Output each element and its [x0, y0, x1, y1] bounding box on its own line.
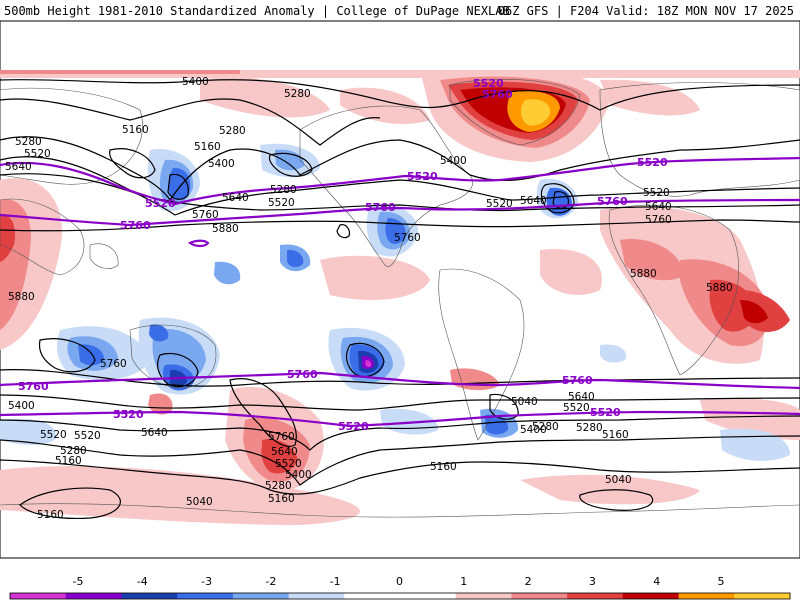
contour-label: 5520	[275, 458, 302, 470]
contour-label: 5760	[192, 209, 219, 221]
contour-label: 5400	[440, 155, 467, 167]
colorbar-tick-label: -5	[73, 575, 84, 588]
colorbar-tick-label: -3	[201, 575, 212, 588]
purple-contour-label: 5520	[473, 77, 504, 90]
contour-label: 5520	[24, 148, 51, 160]
contour-label: 5520	[486, 198, 513, 210]
contour-label: 5280	[532, 421, 559, 433]
colorbar-segment	[121, 593, 178, 599]
colorbar-tick-label: 0	[396, 575, 403, 588]
colorbar-tick-label: -2	[265, 575, 276, 588]
contour-label: 5400	[208, 158, 235, 170]
contour-label: 5280	[284, 88, 311, 100]
contour-label: 5400	[182, 76, 209, 88]
coastlines	[0, 79, 800, 518]
purple-contour-label: 5520	[113, 408, 144, 421]
contour-label: 5280	[270, 184, 297, 196]
contour-label: 5280	[219, 125, 246, 137]
colorbar-segment	[344, 593, 401, 599]
colorbar-segment	[455, 593, 512, 599]
contour-label: 5040	[186, 496, 213, 508]
contour-label: 5280	[576, 422, 603, 434]
colorbar-segment	[10, 593, 67, 599]
contour-label: 5640	[222, 192, 249, 204]
colorbar-tick-label: -1	[330, 575, 341, 588]
colorbar-segment	[177, 593, 234, 599]
colorbar: -5 -4 -3 -2 -1 0 1 2 3 4 5	[9, 575, 791, 600]
colorbar-tick-label: 3	[589, 575, 596, 588]
contour-label: 5400	[285, 469, 312, 481]
colorbar-segment	[232, 593, 290, 599]
contour-label: 5760	[394, 232, 421, 244]
purple-contour-label: 5520	[338, 420, 369, 433]
contour-label: 5880	[212, 223, 239, 235]
contour-label: 5880	[8, 291, 35, 303]
contour-labels: 5400 5280 5160 5280 5520 5640 5160 5280 …	[5, 76, 733, 521]
contour-label: 5760	[100, 358, 127, 370]
contour-label: 5760	[268, 431, 295, 443]
purple-contour-label: 5760	[562, 374, 593, 387]
contour-label: 5160	[122, 124, 149, 136]
contour-label: 5520	[40, 429, 67, 441]
contour-label: 5520	[268, 197, 295, 209]
run-info: 06Z GFS | F204 Valid: 18Z MON NOV 17 202…	[497, 4, 794, 18]
purple-contour-label: 5520	[145, 197, 176, 210]
purple-contour-label: 5520	[407, 170, 438, 183]
contour-label: 5880	[630, 268, 657, 280]
colorbar-segment	[511, 593, 568, 599]
contour-label: 5400	[8, 400, 35, 412]
purple-contour-label: 5760	[120, 219, 151, 232]
colorbar-segment	[734, 593, 791, 599]
contour-label: 5640	[141, 427, 168, 439]
contour-label: 5040	[511, 396, 538, 408]
colorbar-segment	[65, 593, 122, 599]
contour-label: 5040	[605, 474, 632, 486]
purple-contour-label: 5520	[590, 406, 621, 419]
colorbar-segment	[400, 593, 457, 599]
colorbar-segment	[678, 593, 735, 599]
contour-label: 5160	[268, 493, 295, 505]
contour-label: 5880	[706, 282, 733, 294]
purple-contour-label: 5760	[482, 88, 513, 101]
colorbar-segment	[288, 593, 345, 599]
colorbar-outline	[9, 592, 791, 600]
purple-contour-label: 5760	[287, 368, 318, 381]
colorbar-segment	[567, 593, 624, 599]
contour-label: 5760	[645, 214, 672, 226]
contour-label: 5160	[55, 455, 82, 467]
colorbar-tick-label: -4	[137, 575, 148, 588]
purple-contour-label: 5760	[18, 380, 49, 393]
colorbar-tick-label: 5	[718, 575, 725, 588]
contour-label: 5280	[15, 136, 42, 148]
colorbar-segment	[622, 593, 680, 599]
contour-label: 5640	[568, 391, 595, 403]
contour-label: 5640	[520, 195, 547, 207]
contour-label: 5640	[645, 201, 672, 213]
contour-label: 5640	[5, 161, 32, 173]
contour-label: 5520	[643, 187, 670, 199]
contour-label: 5400	[520, 424, 547, 436]
contour-label: 5520	[74, 430, 101, 442]
purple-contour-label: 5760	[597, 195, 628, 208]
colorbar-tick-label: 2	[525, 575, 532, 588]
contour-label: 5160	[602, 429, 629, 441]
colorbar-tick-label: 4	[653, 575, 660, 588]
anomaly-shading	[0, 70, 800, 525]
purple-contour-label: 5520	[637, 156, 668, 169]
contour-label: 5520	[563, 402, 590, 414]
contour-label: 5160	[37, 509, 64, 521]
contour-label: 5160	[430, 461, 457, 473]
contour-label: 5160	[194, 141, 221, 153]
map-title: 500mb Height 1981-2010 Standardized Anom…	[4, 4, 510, 18]
contour-label: 5280	[60, 445, 87, 457]
contour-label: 5280	[265, 480, 292, 492]
purple-contour-label: 5760	[365, 201, 396, 214]
purple-contours	[0, 156, 800, 428]
contour-label: 5640	[271, 446, 298, 458]
colorbar-tick-label: 1	[460, 575, 467, 588]
